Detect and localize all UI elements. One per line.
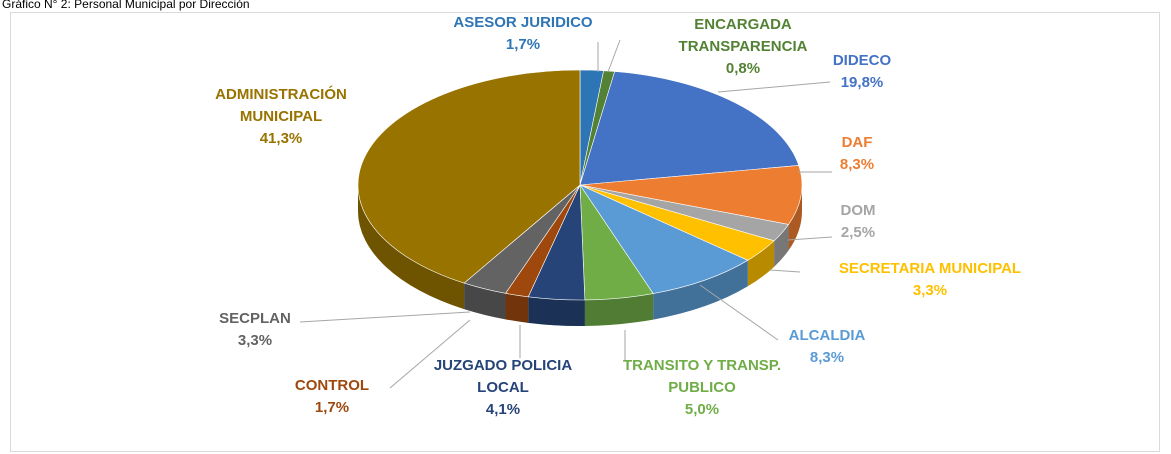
slice-side-shade bbox=[774, 224, 789, 267]
category-label: ASESOR JURIDICO bbox=[453, 14, 593, 31]
value-label: 3,3% bbox=[912, 282, 948, 299]
slice-side bbox=[464, 283, 506, 320]
leader-line bbox=[717, 81, 831, 93]
category-label: DAF bbox=[841, 134, 873, 151]
value-label: 2,5% bbox=[840, 224, 876, 241]
category-label: DOM bbox=[840, 202, 876, 219]
value-label: 8,3% bbox=[809, 349, 845, 366]
slice-label: SECPLAN 3,3% bbox=[195, 308, 315, 352]
chart-frame bbox=[10, 12, 1160, 452]
leader-line bbox=[769, 269, 801, 273]
slice bbox=[579, 71, 800, 186]
value-label: 1,7% bbox=[314, 399, 350, 416]
value-label: 3,3% bbox=[237, 332, 273, 349]
slice-side-shade bbox=[747, 240, 775, 287]
value-label: 5,0% bbox=[684, 401, 720, 418]
leader-line bbox=[699, 284, 779, 341]
category-label: ALCALDIA bbox=[788, 327, 866, 344]
slice-side bbox=[505, 293, 529, 323]
value-label: 19,8% bbox=[840, 74, 884, 91]
slice bbox=[357, 69, 581, 284]
category-label: SECRETARIA MUNICIPAL bbox=[838, 260, 1022, 277]
slice-side bbox=[584, 293, 654, 326]
slice-side bbox=[788, 185, 802, 251]
slice-side bbox=[653, 260, 748, 320]
category-label: DIDECO bbox=[832, 52, 892, 69]
leader-line bbox=[299, 311, 471, 323]
slice bbox=[579, 165, 803, 225]
slice-side-shade bbox=[358, 185, 465, 310]
slice-label: ALCALDIA 8,3% bbox=[767, 325, 887, 369]
category-label: JUZGADO POLICIA LOCAL bbox=[433, 357, 573, 396]
category-label: TRANSITO Y TRANSP. PUBLICO bbox=[622, 357, 782, 396]
slice-label: TRANSITO Y TRANSP. PUBLICO 5,0% bbox=[602, 355, 802, 421]
category-label: ENCARGADA TRANSPARENCIA bbox=[678, 16, 808, 55]
chart-title: Gráfico N° 2: Personal Municipal por Dir… bbox=[2, 0, 250, 11]
category-label: ADMINISTRACIÓN MUNICIPAL bbox=[215, 86, 347, 125]
category-label: CONTROL bbox=[294, 377, 370, 394]
value-label: 8,3% bbox=[839, 156, 875, 173]
slice-label: DOM 2,5% bbox=[813, 200, 903, 244]
slice-side-shade bbox=[584, 293, 654, 326]
leader-line bbox=[389, 319, 471, 389]
slice-label: SECRETARIA MUNICIPAL 3,3% bbox=[795, 258, 1065, 302]
slice-side-shade bbox=[788, 185, 802, 251]
slice-side bbox=[774, 224, 789, 267]
slice-side-shade bbox=[505, 293, 529, 323]
slice-label: ADMINISTRACIÓN MUNICIPAL 41,3% bbox=[191, 84, 371, 150]
value-label: 4,1% bbox=[485, 401, 521, 418]
slice-label: JUZGADO POLICIA LOCAL 4,1% bbox=[413, 355, 593, 421]
slice-side bbox=[528, 296, 585, 326]
slice-label: DAF 8,3% bbox=[812, 132, 902, 176]
slice-label: DIDECO 19,8% bbox=[802, 50, 922, 94]
slice-side-shade bbox=[653, 260, 748, 320]
value-label: 0,8% bbox=[725, 60, 761, 77]
category-label: SECPLAN bbox=[219, 310, 291, 327]
value-label: 1,7% bbox=[505, 36, 541, 53]
slice-label: ASESOR JURIDICO 1,7% bbox=[413, 12, 633, 56]
leader-line bbox=[607, 39, 621, 73]
slice-side bbox=[747, 240, 775, 287]
leader-line bbox=[787, 236, 833, 241]
slice bbox=[579, 184, 749, 294]
slice-label: CONTROL 1,7% bbox=[272, 375, 392, 419]
slice-side-shade bbox=[528, 296, 585, 326]
slice-side bbox=[358, 185, 465, 310]
value-label: 41,3% bbox=[259, 130, 303, 147]
slice-side-shade bbox=[464, 283, 506, 320]
slice-label: ENCARGADA TRANSPARENCIA 0,8% bbox=[658, 14, 828, 80]
